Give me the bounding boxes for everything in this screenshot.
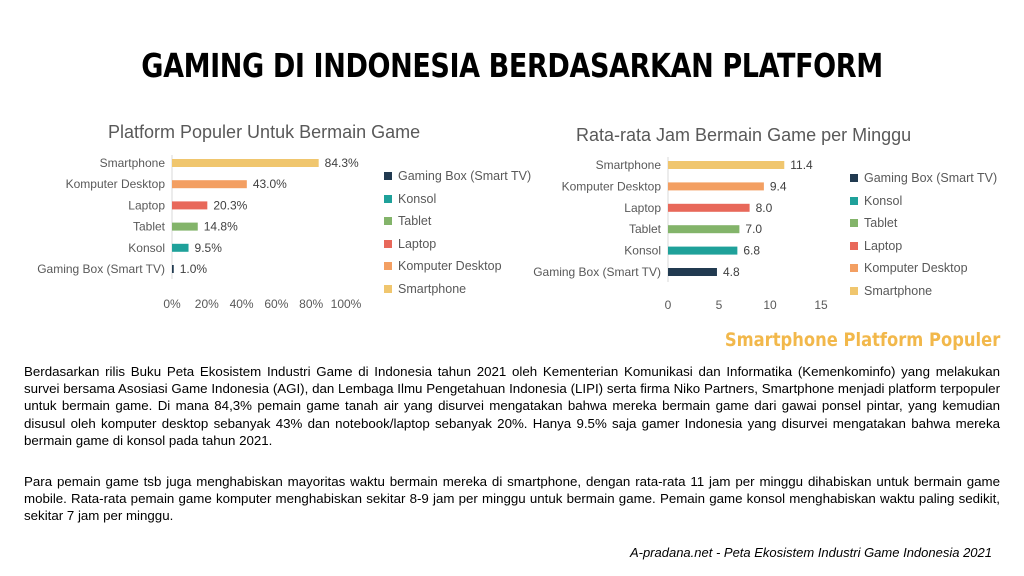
chart-plot: Smartphone 84.3% Komputer Desktop 43.0% Lapt… <box>37 155 362 311</box>
legend-label: Komputer Desktop <box>864 261 968 276</box>
chart-platform-populer: Platform Populer Untuk Bermain Game Smar… <box>0 118 540 318</box>
data-label: 20.3% <box>213 198 247 212</box>
legend-swatch <box>384 217 392 226</box>
data-label: 4.8 <box>723 265 740 279</box>
x-tick-label: 10 <box>763 298 777 312</box>
bar-laptop <box>172 201 208 210</box>
bar-tablet <box>668 225 740 234</box>
data-label: 9.4 <box>770 179 787 193</box>
data-label: 43.0% <box>253 177 287 191</box>
category-label: Tablet <box>629 222 662 236</box>
category-label: Smartphone <box>596 158 662 172</box>
x-tick-label: 60% <box>264 297 288 311</box>
chart-jam-bermain: Rata-rata Jam Bermain Game per Minggu Sm… <box>514 118 1024 318</box>
legend-item: Laptop <box>384 233 531 256</box>
category-label: Gaming Box (Smart TV) <box>37 262 165 276</box>
legend-item: Laptop <box>850 235 997 258</box>
legend-swatch <box>384 239 392 248</box>
chart-title: Rata-rata Jam Bermain Game per Minggu <box>576 125 912 145</box>
legend-item: Konsol <box>850 190 997 213</box>
x-tick-label: 80% <box>299 297 323 311</box>
legend-item: Smartphone <box>384 278 531 301</box>
x-tick-label: 0% <box>163 297 181 311</box>
data-label: 7.0 <box>745 222 762 236</box>
highlight-heading: Smartphone Platform Populer <box>724 329 1000 351</box>
category-label: Smartphone <box>100 156 166 170</box>
chart-legend: Gaming Box (Smart TV) Konsol Tablet Laptop K… <box>850 167 997 302</box>
bar-laptop <box>668 203 750 212</box>
category-label: Gaming Box (Smart TV) <box>533 265 661 279</box>
legend-swatch <box>850 196 858 205</box>
legend-item: Smartphone <box>850 280 997 303</box>
legend-label: Gaming Box (Smart TV) <box>864 171 998 186</box>
legend-item: Tablet <box>384 210 531 233</box>
legend-item: Komputer Desktop <box>850 257 997 280</box>
legend-label: Tablet <box>398 214 432 229</box>
bar-tablet <box>172 222 198 231</box>
category-label: Tablet <box>133 220 166 234</box>
paragraph-1: Berdasarkan rilis Buku Peta Ekosistem In… <box>24 364 1000 448</box>
chart-plot: Smartphone 11.4 Komputer Desktop 9.4 Laptop 8… <box>533 157 828 312</box>
legend-swatch <box>384 284 392 293</box>
x-tick-label: 100% <box>331 297 362 311</box>
chart-title: Platform Populer Untuk Bermain Game <box>108 122 421 142</box>
x-tick-label: 20% <box>195 297 219 311</box>
x-tick-label: 5 <box>716 298 723 312</box>
bar-komputer-desktop <box>668 182 764 191</box>
bar-gaming-box-smart-tv <box>172 265 174 273</box>
source-credit: A-pradana.net - Peta Ekosistem Industri … <box>629 545 992 560</box>
data-label: 84.3% <box>325 156 359 170</box>
data-label: 8.0 <box>756 201 773 215</box>
legend-item: Komputer Desktop <box>384 255 531 278</box>
legend-item: Konsol <box>384 188 531 211</box>
x-tick-label: 15 <box>814 298 828 312</box>
legend-swatch <box>850 286 858 295</box>
legend-swatch <box>384 262 392 271</box>
bar-konsol <box>172 243 189 252</box>
data-label: 9.5% <box>195 241 223 255</box>
legend-item: Gaming Box (Smart TV) <box>384 165 531 188</box>
category-label: Konsol <box>624 244 661 258</box>
legend-label: Komputer Desktop <box>398 259 502 274</box>
data-label: 11.4 <box>790 158 813 172</box>
page-title: GAMING DI INDONESIA BERDASARKAN PLATFORM <box>141 46 883 85</box>
data-label: 1.0% <box>180 262 208 276</box>
legend-label: Konsol <box>398 191 437 206</box>
category-label: Komputer Desktop <box>562 179 662 193</box>
bar-smartphone <box>668 161 785 169</box>
paragraph-2: Para pemain game tsb juga menghabiskan m… <box>24 474 1000 524</box>
legend-item: Tablet <box>850 212 997 235</box>
legend-swatch <box>384 194 392 203</box>
category-label: Laptop <box>624 201 661 215</box>
legend-swatch <box>850 241 858 250</box>
legend-label: Laptop <box>864 238 903 253</box>
legend-swatch <box>850 264 858 273</box>
bar-smartphone <box>172 159 319 167</box>
legend-swatch <box>850 174 858 183</box>
data-label: 14.8% <box>204 220 238 234</box>
category-label: Komputer Desktop <box>66 177 166 191</box>
legend-label: Konsol <box>864 193 903 208</box>
category-label: Laptop <box>128 198 165 212</box>
legend-item: Gaming Box (Smart TV) <box>850 167 997 190</box>
legend-label: Smartphone <box>864 283 933 298</box>
data-label: 6.8 <box>743 244 760 258</box>
legend-swatch <box>850 219 858 228</box>
chart-legend: Gaming Box (Smart TV) Konsol Tablet Laptop K… <box>384 165 531 300</box>
legend-label: Smartphone <box>398 281 467 296</box>
x-tick-label: 40% <box>230 297 254 311</box>
legend-label: Tablet <box>864 216 898 231</box>
legend-label: Laptop <box>398 236 437 251</box>
x-tick-label: 0 <box>665 298 672 312</box>
legend-swatch <box>384 172 392 181</box>
legend-label: Gaming Box (Smart TV) <box>398 169 532 184</box>
bar-gaming-box-smart-tv <box>668 268 717 276</box>
category-label: Konsol <box>128 241 165 255</box>
bar-komputer-desktop <box>172 180 247 189</box>
bar-konsol <box>668 246 738 255</box>
